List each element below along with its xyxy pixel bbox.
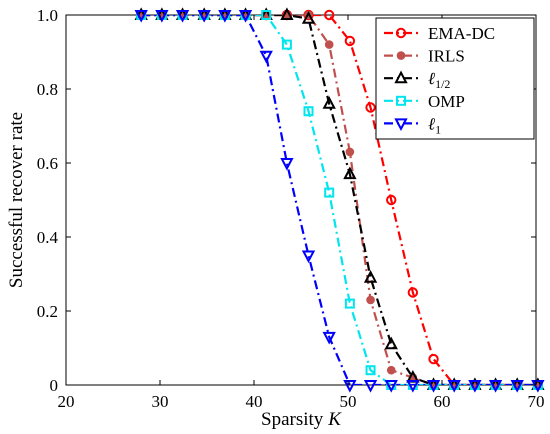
legend-label: ℓ1/2 (428, 69, 450, 91)
x-tick-label: 60 (434, 392, 451, 411)
data-point (281, 39, 292, 50)
data-point (426, 380, 441, 393)
legend-label-base: OMP (428, 92, 465, 111)
data-point (303, 106, 314, 117)
legend-marker (395, 27, 407, 39)
x-tick-label: 20 (58, 392, 75, 411)
data-point (322, 331, 336, 345)
marker-layer (134, 7, 545, 393)
legend-label: ℓ1 (428, 114, 441, 136)
data-point (428, 353, 439, 365)
data-point (363, 380, 378, 393)
series-layer (141, 15, 536, 385)
data-point (322, 96, 336, 109)
x-tick-label: 30 (152, 392, 169, 411)
data-point (406, 380, 420, 393)
legend-marker (396, 95, 406, 106)
x-tick-label: 70 (528, 392, 545, 411)
y-tick-label: 0.6 (37, 154, 58, 173)
y-tick-label: 1.0 (37, 6, 58, 25)
x-axis-title-variable: K (327, 409, 342, 430)
data-point (363, 270, 378, 283)
data-point (447, 380, 461, 393)
legend-label-base: IRLS (428, 47, 465, 66)
data-point (280, 7, 294, 20)
data-point (345, 147, 355, 157)
data-point (384, 336, 398, 350)
legend-label: OMP (428, 92, 465, 111)
y-tick-label: 0.4 (37, 228, 59, 247)
data-point (343, 380, 357, 393)
legend-label-subscript: 1 (435, 122, 441, 136)
data-point (384, 380, 398, 393)
data-point (155, 10, 169, 23)
x-tick-label: 50 (340, 392, 357, 411)
y-tick-label: 0 (50, 376, 59, 395)
data-point (261, 10, 272, 20)
data-point (344, 298, 355, 309)
data-point (301, 11, 316, 24)
legend-label-base: ℓ (428, 114, 435, 133)
y-axis-title: Successful recover rate (6, 112, 27, 288)
data-point (324, 9, 335, 21)
data-point (324, 187, 335, 198)
series-line (141, 15, 536, 385)
data-point (259, 50, 273, 64)
series-line (141, 15, 536, 385)
legend-label-subscript: 1/2 (435, 77, 450, 91)
data-point (343, 166, 357, 180)
data-point (488, 380, 503, 393)
legend-marker (396, 51, 406, 60)
x-axis-title-text: Sparsity (261, 409, 324, 430)
data-point (386, 365, 396, 375)
series-line (141, 15, 536, 385)
legend-marker (394, 70, 408, 84)
data-point (365, 102, 376, 113)
data-point (386, 194, 397, 206)
x-axis-title: Sparsity K (261, 409, 342, 430)
data-point (365, 365, 376, 376)
legend-marker (394, 118, 408, 132)
axes-layer: 20 30 40 50 60 70 0 0.2 0.4 0.6 0.8 1.0 (37, 6, 545, 411)
data-point (134, 10, 148, 23)
data-point (324, 40, 334, 49)
data-point (366, 295, 375, 305)
x-tick-label: 40 (246, 392, 263, 411)
data-point (531, 380, 545, 393)
y-tick-label: 0.2 (37, 302, 58, 321)
data-point (175, 10, 190, 23)
data-point (301, 250, 316, 264)
data-point (218, 10, 232, 23)
legend-label: EMA-DC (428, 24, 495, 43)
y-tick-label: 0.8 (37, 80, 58, 99)
data-point (280, 158, 294, 171)
data-point (238, 10, 253, 23)
legend-label: IRLS (428, 47, 465, 66)
data-point (510, 380, 524, 393)
legend-label-base: ℓ (428, 69, 435, 88)
data-point (344, 35, 356, 47)
data-point (197, 10, 211, 23)
data-point (468, 380, 482, 393)
legend-label-base: EMA-DC (428, 24, 495, 43)
data-point (407, 287, 419, 298)
